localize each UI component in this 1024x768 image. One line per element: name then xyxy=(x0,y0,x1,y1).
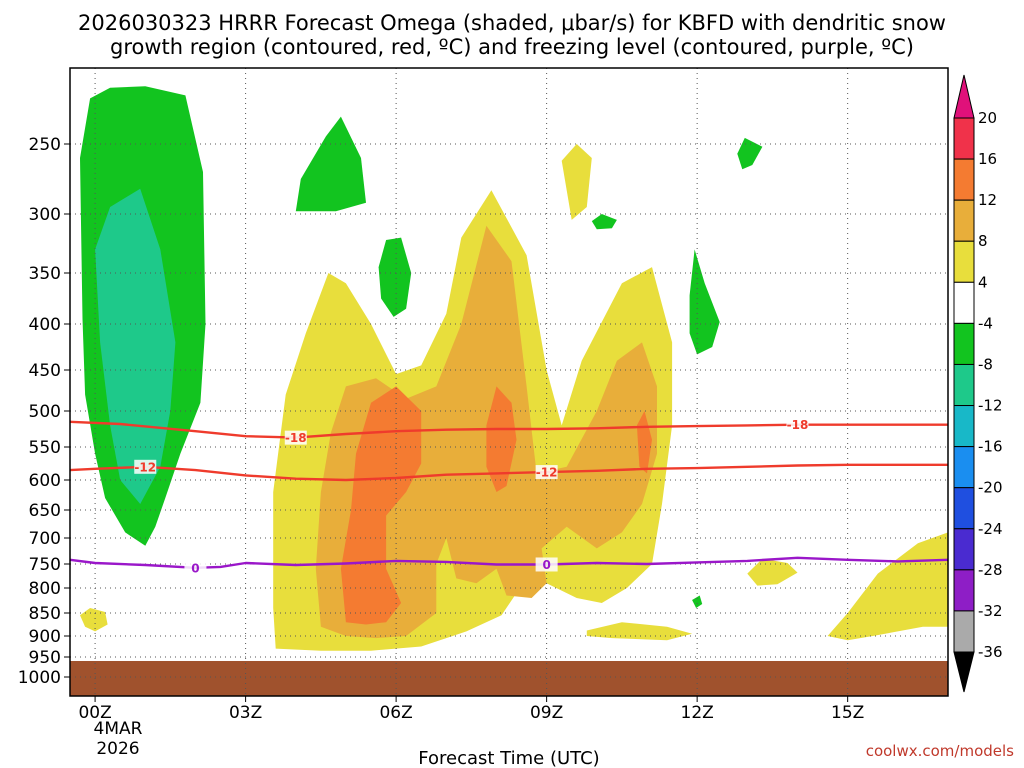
omega-cell-green-6 xyxy=(692,595,703,608)
colorbar-bin--16-to--12 xyxy=(953,405,975,448)
contour-label--18-1: -18 xyxy=(787,418,809,432)
y-tick-label-750: 750 xyxy=(29,555,61,575)
contour-label-bg--18-0 xyxy=(284,430,307,445)
contour-label--12-0: -12 xyxy=(134,460,156,474)
plot-area xyxy=(70,86,948,696)
x-tick-label-06Z: 06Z xyxy=(379,703,412,723)
omega-patch-yellow-mid xyxy=(747,558,798,586)
colorbar-label-16: 16 xyxy=(978,150,997,168)
omega-band-12-to-16-core xyxy=(340,386,422,625)
contour-label-bg--12-1 xyxy=(535,465,558,480)
credit-link[interactable]: coolwx.com/models xyxy=(866,742,1014,760)
plot-frame xyxy=(69,67,949,697)
contour-label-bg-0-0 xyxy=(184,560,207,575)
omega-cell-green-5 xyxy=(591,214,617,230)
omega-cell-green-1 xyxy=(295,116,366,212)
omega-cell-green-2 xyxy=(378,237,412,317)
chart-title-line-1: 2026030323 HRRR Forecast Omega (shaded, … xyxy=(78,11,946,35)
axes: 250 300 350 400 450 500 550 600 650 700 750 800 850 9… xyxy=(18,67,949,723)
y-tick-label-450: 450 xyxy=(29,361,61,381)
colorbar-bin-8-to-12 xyxy=(953,199,975,242)
y-tick-label-350: 350 xyxy=(29,264,61,284)
colorbar-bin--28-to--24 xyxy=(953,528,975,571)
colorbar-label--36: -36 xyxy=(978,643,1003,661)
colorbar-label-4: 4 xyxy=(978,273,988,291)
x-tick-label-03Z: 03Z xyxy=(229,703,262,723)
omega-patch-yellow-left xyxy=(80,608,108,632)
contour-label-bg--12-0 xyxy=(134,459,157,474)
y-tick-label-1000: 1000 xyxy=(18,668,61,688)
colorbar-label-12: 12 xyxy=(978,191,997,209)
colorbar-label--8: -8 xyxy=(978,355,993,373)
y-tick-label-300: 300 xyxy=(29,205,61,225)
colorbar-top-arrow xyxy=(953,74,975,119)
contours: -18 -18 -12 -12 0 0 xyxy=(69,417,949,575)
x-tick-label-09Z: 09Z xyxy=(530,703,563,723)
omega-patch-yellow-upper xyxy=(561,144,592,220)
contour-line--12-1 xyxy=(69,463,948,482)
omega-band-12-to-16-secondary xyxy=(486,386,517,492)
y-tick-label-900: 900 xyxy=(29,627,61,647)
colorbar-bin--4-to-4 xyxy=(953,281,975,324)
ground-surface xyxy=(70,661,948,696)
y-tick-label-800: 800 xyxy=(29,579,61,599)
y-tick-label-850: 850 xyxy=(29,604,61,624)
contour-label-bg--18-1 xyxy=(786,417,809,432)
colorbar-label-20: 20 xyxy=(978,109,997,127)
colorbar: 20 16 12 8 4 -4 -8 -12 -16 -20 -24 -28 -32 -36 xyxy=(953,74,1003,693)
colorbar-bin--12-to--8 xyxy=(953,363,975,407)
colorbar-label--24: -24 xyxy=(978,520,1003,538)
colorbar-label--4: -4 xyxy=(978,314,993,332)
colorbar-bottom-arrow xyxy=(953,651,975,693)
x-axis-title: Forecast Time (UTC) xyxy=(418,748,599,768)
y-tick-label-600: 600 xyxy=(29,471,61,491)
omega-patch-yellow-low xyxy=(586,622,693,641)
y-tick-label-550: 550 xyxy=(29,438,61,458)
y-tick-label-400: 400 xyxy=(29,315,61,335)
colorbar-bin--36-to--32 xyxy=(953,610,975,653)
colorbar-label-8: 8 xyxy=(978,232,988,250)
colorbar-label--12: -12 xyxy=(978,397,1003,415)
date-label-month: 4MAR xyxy=(94,719,143,739)
colorbar-label--28: -28 xyxy=(978,561,1003,579)
x-tick-label-00Z: 00Z xyxy=(78,703,111,723)
contour-label-0-1: 0 xyxy=(542,558,550,572)
colorbar-bin-16-to-20 xyxy=(953,117,975,160)
contour-label-0-0: 0 xyxy=(191,561,199,575)
colorbar-bin--20-to--16 xyxy=(953,446,975,489)
x-tick-label-15Z: 15Z xyxy=(831,703,864,723)
colorbar-bin--24-to--20 xyxy=(953,487,975,530)
y-tick-label-950: 950 xyxy=(29,648,61,668)
chart-title-line-2: growth region (contoured, red, ºC) and f… xyxy=(110,35,914,59)
colorbar-bin--32-to--28 xyxy=(953,569,975,612)
y-tick-label-700: 700 xyxy=(29,529,61,549)
y-tick-label-500: 500 xyxy=(29,402,61,422)
contour-label--18-0: -18 xyxy=(285,431,307,445)
y-tick-label-250: 250 xyxy=(29,135,61,155)
omega-band-minus-12-to-minus-8-left xyxy=(95,188,176,505)
y-tick-label-650: 650 xyxy=(29,501,61,521)
date-label-year: 2026 xyxy=(96,739,139,759)
contour-label--12-1: -12 xyxy=(536,466,558,480)
contour-label-bg-0-1 xyxy=(535,557,558,572)
omega-cell-green-3 xyxy=(689,249,720,355)
colorbar-label--16: -16 xyxy=(978,438,1003,456)
x-tick-label-12Z: 12Z xyxy=(681,703,714,723)
colorbar-label--20: -20 xyxy=(978,479,1003,497)
colorbar-bin--8-to--4 xyxy=(953,322,975,365)
colorbar-label--32: -32 xyxy=(978,602,1003,620)
omega-band-4-to-8-right xyxy=(827,532,948,641)
colorbar-bin-12-to-16 xyxy=(953,158,975,201)
omega-cell-green-4 xyxy=(737,137,763,170)
colorbar-bin-4-to-8 xyxy=(953,240,975,283)
